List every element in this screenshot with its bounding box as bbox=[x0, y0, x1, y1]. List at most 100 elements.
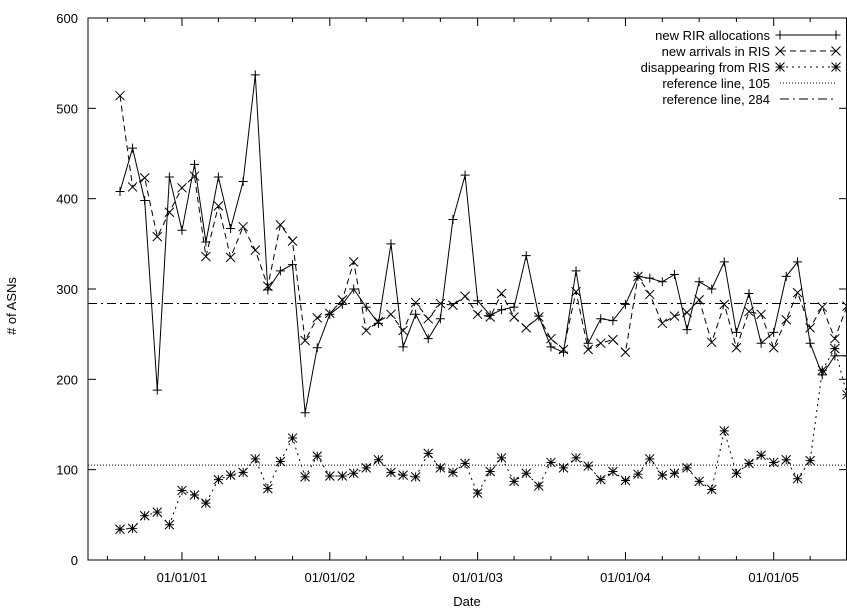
data-point bbox=[410, 297, 421, 308]
data-point bbox=[448, 300, 458, 311]
data-point bbox=[386, 467, 396, 478]
data-point bbox=[225, 252, 236, 263]
data-point bbox=[361, 302, 371, 312]
data-point bbox=[509, 312, 519, 322]
data-point bbox=[842, 351, 847, 361]
data-point bbox=[386, 239, 396, 249]
data-point bbox=[312, 343, 322, 353]
x-tick-label: 01/01/05 bbox=[748, 570, 799, 585]
data-point bbox=[792, 473, 803, 484]
data-point bbox=[262, 281, 273, 292]
data-point bbox=[164, 172, 174, 182]
data-point bbox=[349, 284, 359, 294]
series-1 bbox=[115, 90, 847, 358]
data-point bbox=[781, 314, 792, 325]
data-point bbox=[177, 225, 187, 235]
data-point bbox=[546, 342, 556, 352]
y-axis-title: # of ASNs bbox=[4, 277, 19, 335]
data-point bbox=[189, 171, 200, 181]
data-point bbox=[287, 433, 298, 443]
data-point bbox=[719, 257, 729, 267]
data-point bbox=[398, 342, 408, 352]
data-point bbox=[793, 257, 803, 267]
data-point bbox=[337, 294, 348, 305]
data-point bbox=[595, 338, 606, 349]
x-tick-label: 01/01/02 bbox=[304, 570, 355, 585]
data-point bbox=[596, 314, 606, 324]
data-point bbox=[448, 214, 458, 224]
data-point bbox=[152, 385, 162, 395]
data-point bbox=[775, 30, 785, 40]
data-point bbox=[608, 466, 618, 477]
data-point bbox=[473, 296, 483, 306]
data-point bbox=[238, 177, 248, 187]
data-point bbox=[190, 159, 200, 169]
data-point bbox=[571, 453, 581, 463]
data-point bbox=[805, 455, 815, 466]
data-point bbox=[583, 461, 594, 471]
data-point bbox=[657, 318, 668, 329]
data-point bbox=[756, 338, 766, 348]
data-point bbox=[583, 338, 593, 348]
data-point bbox=[410, 472, 421, 482]
data-point bbox=[669, 468, 680, 479]
data-point bbox=[348, 468, 359, 479]
data-point bbox=[682, 463, 692, 473]
data-point bbox=[768, 457, 779, 468]
data-point bbox=[719, 299, 730, 310]
data-point bbox=[348, 257, 359, 267]
data-point bbox=[546, 333, 556, 344]
x-axis-title: Date bbox=[453, 594, 480, 609]
data-point bbox=[756, 450, 766, 461]
data-point bbox=[669, 270, 679, 280]
data-point bbox=[275, 266, 285, 276]
data-point bbox=[558, 344, 569, 355]
series-line bbox=[119, 95, 847, 354]
data-point bbox=[288, 260, 298, 270]
data-point bbox=[509, 476, 519, 487]
data-point bbox=[620, 475, 631, 486]
data-point bbox=[620, 347, 631, 358]
data-point bbox=[644, 289, 655, 300]
data-point bbox=[781, 454, 792, 465]
data-point bbox=[694, 476, 705, 487]
data-point bbox=[831, 62, 841, 72]
data-point bbox=[423, 313, 434, 324]
data-point bbox=[781, 271, 791, 281]
data-point bbox=[201, 251, 211, 262]
data-point bbox=[398, 325, 408, 336]
data-point bbox=[472, 488, 483, 499]
data-point bbox=[201, 237, 211, 247]
data-point bbox=[792, 287, 803, 298]
data-point bbox=[361, 325, 372, 336]
data-point bbox=[213, 172, 223, 182]
legend-label: new RIR allocations bbox=[655, 28, 770, 43]
data-point bbox=[140, 195, 150, 205]
data-point bbox=[756, 309, 766, 320]
data-point bbox=[460, 458, 470, 469]
data-point bbox=[633, 469, 643, 480]
data-point bbox=[460, 291, 470, 302]
legend-label: reference line, 105 bbox=[662, 76, 770, 91]
data-point bbox=[275, 456, 286, 467]
data-point bbox=[177, 182, 187, 193]
data-point bbox=[115, 524, 125, 535]
data-point bbox=[337, 471, 348, 481]
data-point bbox=[694, 277, 704, 287]
data-point bbox=[657, 470, 668, 480]
data-point bbox=[213, 474, 224, 485]
data-point bbox=[398, 470, 408, 480]
data-point bbox=[300, 335, 310, 346]
data-point bbox=[533, 481, 544, 491]
data-point bbox=[386, 309, 396, 320]
y-tick-label: 200 bbox=[56, 372, 78, 387]
data-point bbox=[250, 453, 261, 464]
data-point bbox=[139, 510, 150, 521]
data-point bbox=[250, 70, 260, 80]
data-point bbox=[238, 467, 248, 478]
series-line bbox=[119, 347, 847, 530]
data-point bbox=[324, 471, 335, 481]
data-point bbox=[238, 221, 248, 232]
y-tick-label: 400 bbox=[56, 192, 78, 207]
